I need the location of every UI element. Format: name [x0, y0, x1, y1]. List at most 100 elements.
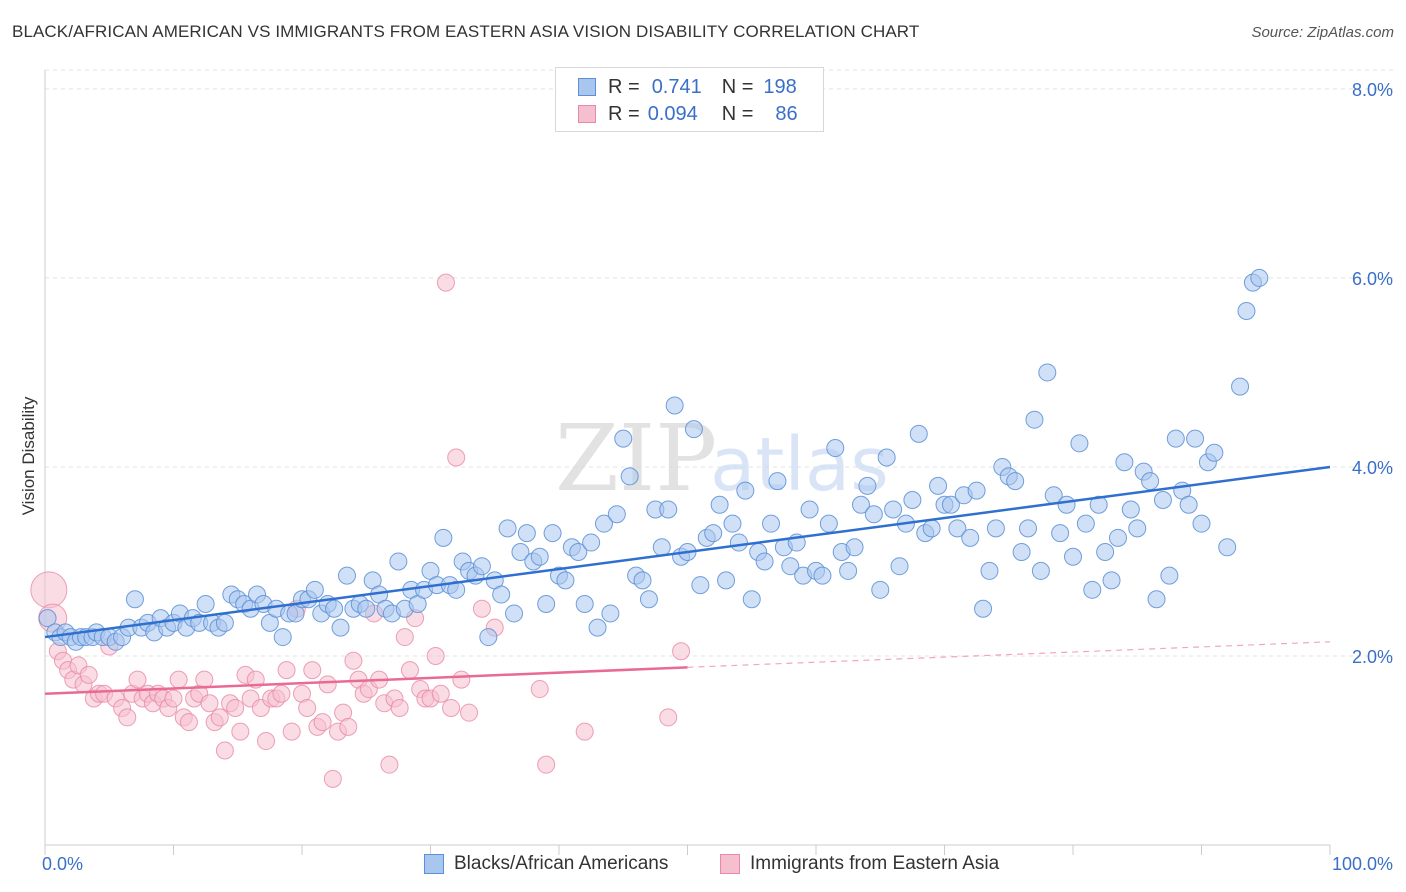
point-black	[331, 618, 350, 637]
stats-legend: R = 0.741 N = 198 R = 0.094 N = 86	[555, 67, 824, 132]
point-black	[1153, 491, 1172, 510]
point-black	[305, 580, 324, 599]
legend-n-label: N =	[721, 75, 754, 98]
point-black	[1179, 495, 1198, 514]
point-black	[1141, 472, 1160, 491]
trend-line-black	[44, 465, 1331, 639]
series-eastern-asia-points	[30, 273, 691, 788]
point-black	[1019, 519, 1038, 538]
point-black	[659, 500, 678, 519]
point-black	[819, 514, 838, 533]
y-tick-label: 8.0%	[1352, 80, 1393, 100]
point-eastern-asia	[530, 680, 549, 699]
point-black	[736, 481, 755, 500]
point-black	[800, 500, 819, 519]
point-black	[447, 580, 466, 599]
point-black	[620, 467, 639, 486]
point-black	[742, 590, 761, 609]
point-eastern-asia	[257, 732, 276, 751]
point-eastern-asia	[128, 670, 147, 689]
point-black	[1147, 590, 1166, 609]
point-black	[980, 561, 999, 580]
point-black	[961, 528, 980, 547]
point-black	[588, 618, 607, 637]
axes	[44, 70, 1331, 855]
point-eastern-asia	[30, 571, 68, 609]
point-black	[517, 524, 536, 543]
y-tick-label: 2.0%	[1352, 647, 1393, 667]
point-black	[1231, 377, 1250, 396]
point-black	[974, 599, 993, 618]
point-black	[652, 538, 671, 557]
point-black	[434, 528, 453, 547]
legend-r-value: 0.741	[651, 75, 702, 98]
point-black	[1186, 429, 1205, 448]
point-black	[691, 576, 710, 595]
point-eastern-asia	[344, 651, 363, 670]
point-black	[929, 476, 948, 495]
point-black	[472, 557, 491, 576]
point-black	[1166, 429, 1185, 448]
y-tick-labels: 2.0% 4.0% 6.0% 8.0%	[1352, 80, 1393, 667]
point-black	[537, 594, 556, 613]
point-black	[1218, 538, 1237, 557]
point-black	[839, 561, 858, 580]
point-black	[684, 420, 703, 439]
point-black	[1237, 302, 1256, 321]
point-black	[909, 424, 928, 443]
point-black	[273, 628, 292, 647]
point-black	[505, 604, 524, 623]
point-eastern-asia	[472, 599, 491, 618]
point-eastern-asia	[426, 646, 445, 665]
point-black	[543, 524, 562, 543]
point-black	[1076, 514, 1095, 533]
point-eastern-asia	[436, 273, 455, 292]
point-eastern-asia	[179, 713, 198, 732]
point-eastern-asia	[447, 448, 466, 467]
grid-lines	[45, 69, 1395, 657]
point-black	[941, 495, 960, 514]
point-eastern-asia	[537, 755, 556, 774]
point-black	[1025, 410, 1044, 429]
point-eastern-asia	[215, 741, 234, 760]
y-axis-label: Vision Disability	[19, 396, 38, 515]
point-black	[530, 547, 549, 566]
point-black	[890, 557, 909, 576]
point-black	[967, 481, 986, 500]
point-eastern-asia	[390, 698, 409, 717]
point-eastern-asia	[195, 670, 214, 689]
point-black	[884, 500, 903, 519]
point-eastern-asia	[231, 722, 250, 741]
point-black	[1089, 495, 1108, 514]
point-black	[922, 519, 941, 538]
point-eastern-asia	[460, 703, 479, 722]
point-black	[1070, 434, 1089, 453]
point-eastern-asia	[575, 722, 594, 741]
point-black	[1205, 443, 1224, 462]
point-eastern-asia	[277, 661, 296, 680]
point-black	[903, 491, 922, 510]
point-black	[768, 472, 787, 491]
point-black	[704, 524, 723, 543]
point-black	[864, 505, 883, 524]
point-eastern-asia	[272, 684, 291, 703]
point-eastern-asia	[452, 670, 471, 689]
bottom-legend-blacks: Blacks/African Americans	[424, 852, 668, 876]
point-black	[1160, 566, 1179, 585]
point-black	[948, 519, 967, 538]
point-black	[639, 590, 658, 609]
point-black	[1031, 561, 1050, 580]
point-eastern-asia	[210, 708, 229, 727]
legend-r-label: R =	[608, 102, 640, 125]
point-black	[1012, 543, 1031, 562]
point-eastern-asia	[400, 661, 419, 680]
point-black	[1250, 268, 1269, 287]
point-black	[1115, 453, 1134, 472]
point-black	[710, 495, 729, 514]
point-black	[1006, 472, 1025, 491]
y-tick-label: 4.0%	[1352, 458, 1393, 478]
point-black	[1038, 363, 1057, 382]
point-black	[1108, 528, 1127, 547]
point-black	[723, 514, 742, 533]
